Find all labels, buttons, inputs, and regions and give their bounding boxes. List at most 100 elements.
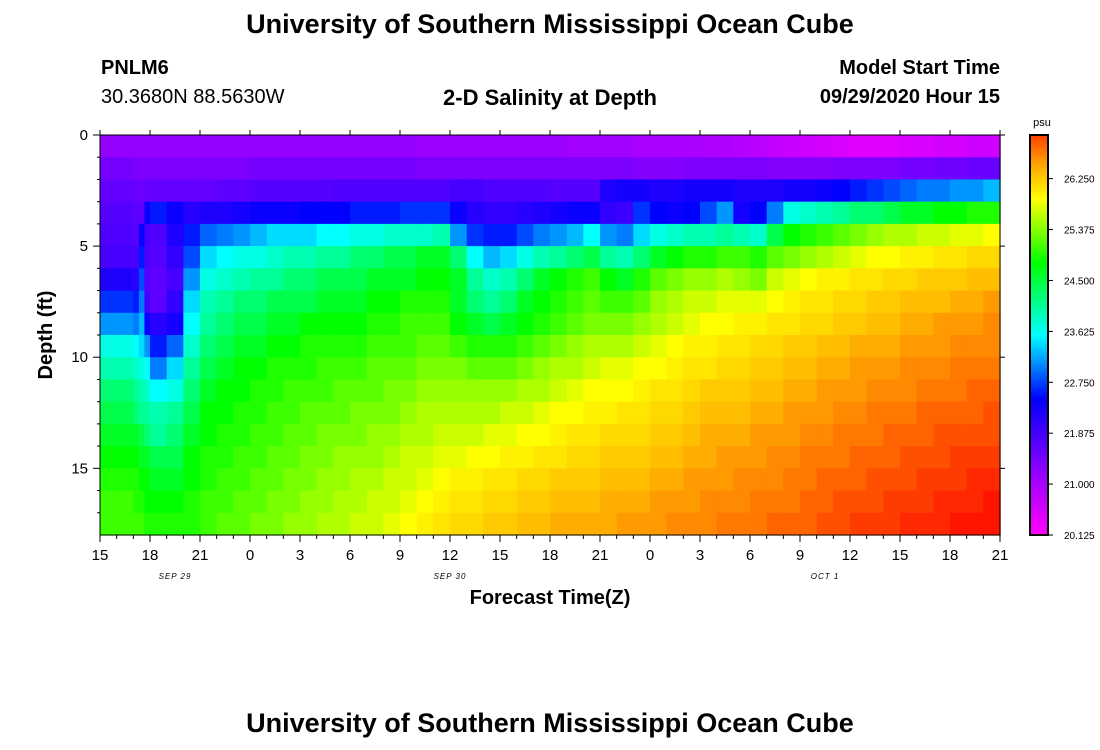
heatmap-cell <box>750 179 768 203</box>
heatmap-cell <box>583 512 601 536</box>
station-coordinates: 30.3680N 88.5630W <box>101 86 285 108</box>
heatmap-cell <box>933 290 951 314</box>
heatmap-cell <box>983 446 1001 469</box>
colorbar-tick-label: 21.000 <box>1064 480 1095 491</box>
heatmap-cell <box>816 335 834 358</box>
heatmap-cell <box>144 135 151 158</box>
heatmap-cell <box>766 446 784 469</box>
heatmap-cell <box>300 446 318 469</box>
heatmap-cell <box>283 512 301 536</box>
heatmap-cell <box>216 268 234 292</box>
model-start-label: Model Start Time <box>839 57 1000 79</box>
heatmap-cell <box>183 223 201 247</box>
heatmap-cell <box>350 135 368 158</box>
heatmap-cell <box>200 290 218 314</box>
heatmap-cell <box>916 268 934 292</box>
heatmap-cell <box>983 490 1001 514</box>
heatmap-cell <box>816 179 834 203</box>
x-tick-label: 15 <box>492 547 509 564</box>
heatmap-cell <box>366 357 384 381</box>
heatmap-cell <box>216 512 234 536</box>
heatmap-cell <box>183 490 201 514</box>
heatmap-cell <box>766 512 784 536</box>
heatmap-cell <box>716 468 734 492</box>
heatmap-cell <box>733 379 751 403</box>
heatmap-cell <box>200 268 218 292</box>
model-start-value: 09/29/2020 Hour 15 <box>819 86 1000 108</box>
heatmap-cell <box>650 423 668 447</box>
heatmap-cell <box>950 446 968 469</box>
heatmap-cell <box>366 490 384 514</box>
heatmap-cell <box>166 357 184 381</box>
heatmap-cell <box>183 446 201 469</box>
heatmap-cell <box>900 357 918 381</box>
heatmap-cell <box>650 401 668 425</box>
heatmap-cell <box>950 201 968 225</box>
heatmap-cell <box>150 157 168 181</box>
heatmap-cell <box>766 357 784 381</box>
heatmap-cell <box>233 290 251 314</box>
heatmap-cell <box>416 357 434 381</box>
heatmap-cell <box>733 446 751 469</box>
heatmap-cell <box>366 379 384 403</box>
heatmap-cell <box>466 246 484 269</box>
heatmap-cell <box>233 179 251 203</box>
heatmap-cell <box>816 379 834 403</box>
heatmap-cell <box>144 379 151 403</box>
heatmap-cell <box>616 468 634 492</box>
heatmap-cell <box>550 223 568 247</box>
heatmap-cell <box>400 135 418 158</box>
heatmap-cell <box>666 490 684 514</box>
heatmap-cell <box>266 268 284 292</box>
heatmap-cell <box>400 423 418 447</box>
heatmap-cell <box>916 468 934 492</box>
colorbar-unit: psu <box>1033 117 1051 129</box>
heatmap-cell <box>566 379 584 403</box>
heatmap-cell <box>400 290 418 314</box>
heatmap-cell <box>100 157 118 181</box>
heatmap-cell <box>666 179 684 203</box>
heatmap-cell <box>916 201 934 225</box>
heatmap-cell <box>750 357 768 381</box>
heatmap-cell <box>333 468 351 492</box>
heatmap-cell <box>550 379 568 403</box>
heatmap-cell <box>650 201 668 225</box>
heatmap-cell <box>116 223 134 247</box>
heatmap-cell <box>466 135 484 158</box>
heatmap-cell <box>383 157 401 181</box>
heatmap-cell <box>616 290 634 314</box>
heatmap-cell <box>833 312 851 336</box>
heatmap-cell <box>250 335 268 358</box>
heatmap-cell <box>766 246 784 269</box>
heatmap-cell <box>383 335 401 358</box>
heatmap-cell <box>983 135 1001 158</box>
heatmap-cell <box>900 512 918 536</box>
heatmap-cell <box>983 468 1001 492</box>
heatmap-cell <box>750 246 768 269</box>
heatmap-cell <box>144 268 151 292</box>
heatmap-cell <box>683 179 701 203</box>
heatmap-cell <box>433 357 451 381</box>
heatmap-cell <box>716 512 734 536</box>
heatmap-cell <box>716 446 734 469</box>
heatmap-cell <box>433 490 451 514</box>
heatmap-cell <box>416 468 434 492</box>
heatmap-cell <box>200 423 218 447</box>
heatmap-cell <box>300 312 318 336</box>
heatmap-cell <box>450 179 468 203</box>
heatmap-cell <box>316 423 334 447</box>
heatmap-cell <box>466 512 484 536</box>
heatmap-cell <box>616 490 634 514</box>
heatmap-cell <box>366 179 384 203</box>
heatmap-cell <box>783 290 801 314</box>
heatmap-cell <box>350 335 368 358</box>
heatmap-cell <box>233 490 251 514</box>
heatmap-cell <box>950 357 968 381</box>
heatmap-cell <box>483 512 501 536</box>
x-tick-label: 21 <box>592 547 609 564</box>
heatmap-cell <box>850 135 868 158</box>
heatmap-cell <box>466 446 484 469</box>
heatmap-cell <box>166 135 184 158</box>
heatmap-cell <box>883 312 901 336</box>
